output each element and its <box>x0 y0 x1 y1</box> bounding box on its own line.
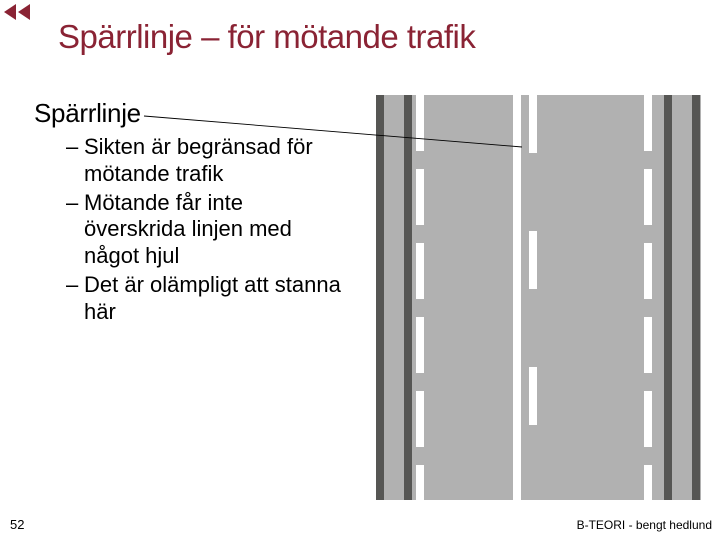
list-item: Det är olämpligt att stanna här <box>66 272 346 326</box>
bullet-list: Sikten är begränsad för mötande trafik M… <box>66 134 346 328</box>
arrow-left-icon <box>18 4 30 20</box>
list-item: Sikten är begränsad för mötande trafik <box>66 134 346 188</box>
road-diagram <box>376 95 701 500</box>
footer-credit: B-TEORI - bengt hedlund <box>577 518 712 532</box>
nav-back-arrows[interactable] <box>4 4 30 20</box>
page-number: 52 <box>10 517 24 532</box>
slide-title: Spärrlinje – för mötande trafik <box>58 18 475 56</box>
list-item: Mötande får inte överskrida linjen med n… <box>66 190 346 270</box>
arrow-left-icon <box>4 4 16 20</box>
slide-subtitle: Spärrlinje <box>34 98 141 129</box>
